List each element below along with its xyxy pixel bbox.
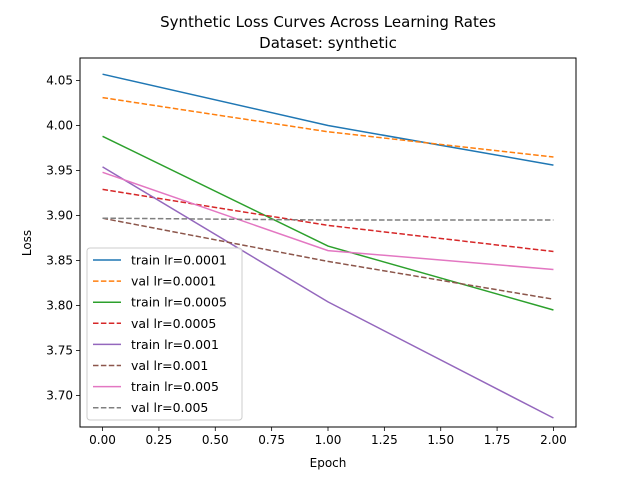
legend-items: train lr=0.0001 val lr=0.0001 train lr=0.0… [93, 253, 227, 415]
x-axis-label: Epoch [310, 456, 347, 470]
series-line-4 [102, 188, 554, 253]
y-tick-label: 3.95 [46, 164, 73, 178]
x-tick-label: 0.25 [146, 433, 173, 447]
x-tick-label: 1.75 [484, 433, 511, 447]
chart-subtitle: Dataset: synthetic [259, 34, 397, 52]
series-line-1 [102, 73, 554, 166]
x-tick-label: 0.50 [202, 433, 229, 447]
plot-lines [102, 73, 554, 419]
legend-label: train lr=0.001 [131, 337, 219, 352]
x-tick-label: 2.00 [540, 433, 567, 447]
legend-label: val lr=0.001 [131, 358, 208, 373]
series-line-5 [102, 166, 554, 419]
x-tick-label: 0.75 [258, 433, 285, 447]
y-axis-ticks: 3.70 3.75 3.80 3.85 3.90 3.95 4.00 4.05 [46, 74, 80, 403]
series-line-8 [102, 217, 554, 221]
x-tick-label: 1.00 [315, 433, 342, 447]
y-axis-label: Loss [20, 230, 34, 256]
chart-title: Synthetic Loss Curves Across Learning Ra… [160, 13, 496, 31]
y-tick-label: 3.85 [46, 254, 73, 268]
series-line-6 [102, 217, 554, 300]
x-tick-label: 1.50 [427, 433, 454, 447]
x-axis-ticks: 0.00 0.25 0.50 0.75 1.00 1.25 1.50 1.75 2.00 [89, 427, 567, 447]
y-tick-label: 3.90 [46, 209, 73, 223]
y-tick-label: 4.00 [46, 119, 73, 133]
x-tick-label: 0.00 [89, 433, 116, 447]
series-line-2 [102, 96, 554, 158]
legend-box [86, 247, 243, 421]
y-tick-label: 3.70 [46, 389, 73, 403]
x-tick-label: 1.25 [371, 433, 398, 447]
series-line-7 [102, 171, 554, 271]
y-tick-label: 3.80 [46, 299, 73, 313]
series-line-3 [102, 135, 554, 311]
legend-label: train lr=0.0001 [131, 253, 227, 268]
legend-label: val lr=0.0005 [131, 316, 216, 331]
legend-label: val lr=0.005 [131, 400, 208, 415]
legend-label: train lr=0.005 [131, 379, 219, 394]
y-tick-label: 4.05 [46, 74, 73, 88]
legend: train lr=0.0001 val lr=0.0001 train lr=0.0… [86, 247, 243, 421]
legend-label: val lr=0.0001 [131, 274, 216, 289]
legend-label: train lr=0.0005 [131, 295, 227, 310]
y-tick-label: 3.75 [46, 344, 73, 358]
